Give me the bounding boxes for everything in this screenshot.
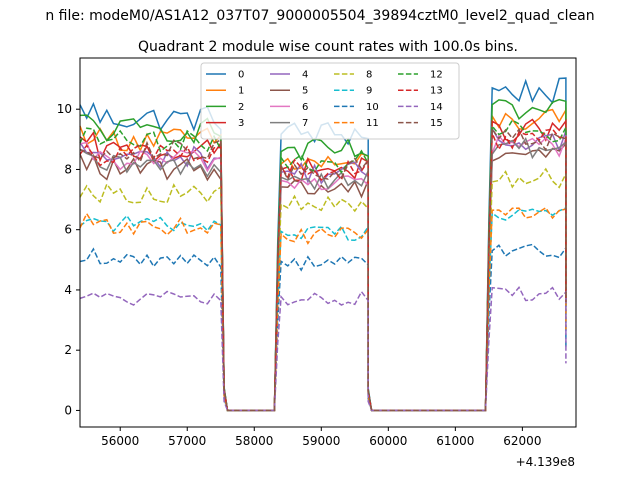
- legend-label: 7: [302, 118, 308, 129]
- legend-label: 6: [302, 102, 308, 113]
- series-line-8: [79, 167, 567, 412]
- x-tick-label: 61000: [436, 434, 474, 448]
- y-tick-label: 0: [64, 403, 72, 417]
- series-line-5: [79, 142, 567, 412]
- series-group: [79, 77, 567, 412]
- legend-label: 14: [430, 102, 443, 113]
- x-tick-label: 56000: [101, 434, 139, 448]
- series-line-9: [79, 206, 567, 412]
- series-line-11: [79, 206, 567, 412]
- legend-label: 10: [366, 102, 379, 113]
- legend-label: 15: [430, 118, 443, 129]
- x-tick-label: 58000: [235, 434, 273, 448]
- series-line-6: [79, 134, 567, 412]
- legend-label: 12: [430, 70, 443, 81]
- series-line-12: [79, 119, 567, 412]
- legend-label: 3: [238, 118, 244, 129]
- series-line-13: [79, 128, 567, 412]
- legend-label: 5: [302, 86, 308, 97]
- y-tick-label: 10: [57, 102, 72, 116]
- legend-label: 11: [366, 118, 379, 129]
- x-axis: 56000 57000 58000 59000 60000 61000 62000: [101, 427, 541, 448]
- legend-box: [200, 62, 460, 140]
- series-line-15: [79, 126, 567, 412]
- chart-title: Quadrant 2 module wise count rates with …: [138, 39, 518, 55]
- y-tick-label: 4: [64, 283, 72, 297]
- y-axis: 0 2 4 6 8 10: [57, 102, 80, 417]
- x-tick-label: 60000: [369, 434, 407, 448]
- y-tick-label: 2: [64, 343, 72, 357]
- legend-label: 8: [366, 70, 372, 81]
- legend-label: 1: [238, 86, 244, 97]
- y-tick-label: 8: [64, 162, 72, 176]
- legend-label: 9: [366, 86, 372, 97]
- x-tick-label: 57000: [168, 434, 206, 448]
- legend-label: 0: [238, 70, 244, 81]
- y-tick-label: 6: [64, 223, 72, 237]
- legend-label: 4: [302, 70, 308, 81]
- series-line-7: [79, 136, 567, 412]
- axes-frame: [79, 57, 577, 428]
- x-tick-label: 62000: [503, 434, 541, 448]
- x-offset-label: +4.139e8: [516, 455, 575, 469]
- series-line-10: [79, 243, 567, 412]
- legend-label: 2: [238, 102, 244, 113]
- series-line-2: [79, 98, 567, 412]
- legend-label: 13: [430, 86, 443, 97]
- series-line-14: [79, 286, 567, 412]
- figure-suptitle: n file: modeM0/AS1A12_037T07_9000005504_…: [45, 8, 594, 24]
- x-tick-label: 59000: [302, 434, 340, 448]
